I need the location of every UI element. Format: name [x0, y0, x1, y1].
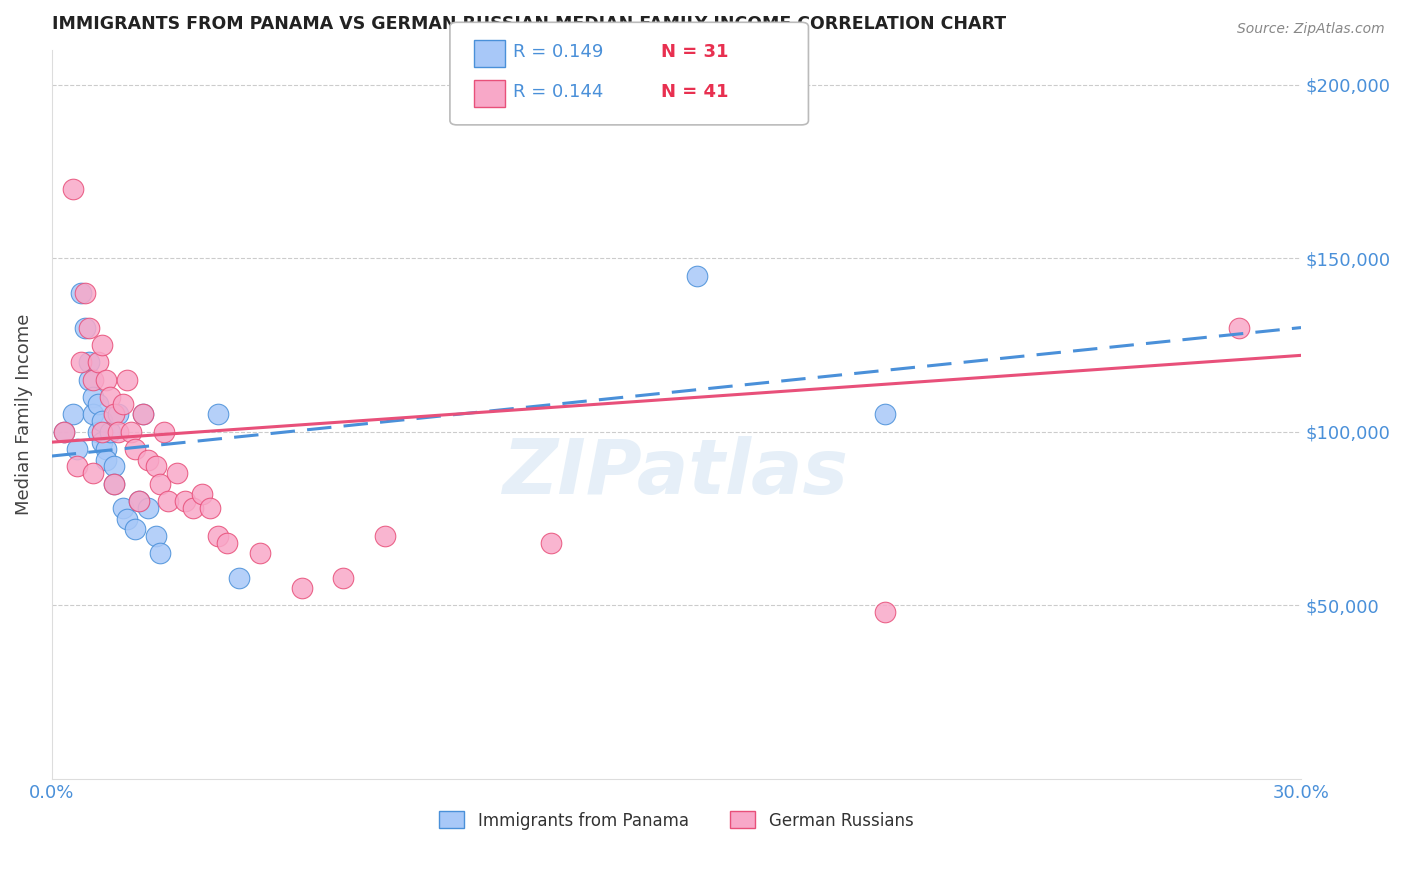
Y-axis label: Median Family Income: Median Family Income — [15, 314, 32, 515]
Point — [107, 408, 129, 422]
Point — [86, 397, 108, 411]
Point — [103, 459, 125, 474]
Point — [540, 536, 562, 550]
Point — [75, 285, 97, 300]
Point — [75, 320, 97, 334]
Point — [207, 408, 229, 422]
Point — [198, 501, 221, 516]
Point — [174, 494, 197, 508]
Point — [686, 268, 709, 283]
Point — [149, 476, 172, 491]
Point — [90, 338, 112, 352]
Point — [82, 390, 104, 404]
Text: N = 31: N = 31 — [661, 43, 728, 61]
Point — [77, 320, 100, 334]
Point — [86, 355, 108, 369]
Point — [291, 581, 314, 595]
Legend: Immigrants from Panama, German Russians: Immigrants from Panama, German Russians — [433, 805, 920, 836]
Text: IMMIGRANTS FROM PANAMA VS GERMAN RUSSIAN MEDIAN FAMILY INCOME CORRELATION CHART: IMMIGRANTS FROM PANAMA VS GERMAN RUSSIAN… — [52, 15, 1005, 33]
Point — [94, 373, 117, 387]
Point — [103, 476, 125, 491]
Point — [98, 425, 121, 439]
Text: R = 0.149: R = 0.149 — [513, 43, 603, 61]
Point — [190, 487, 212, 501]
Point — [124, 522, 146, 536]
Point — [103, 408, 125, 422]
Point — [124, 442, 146, 456]
Point — [98, 390, 121, 404]
Point — [332, 570, 354, 584]
Point — [94, 442, 117, 456]
Point — [77, 373, 100, 387]
Point — [53, 425, 76, 439]
Point — [145, 529, 167, 543]
Point — [103, 476, 125, 491]
Point — [77, 355, 100, 369]
Point — [82, 408, 104, 422]
Point — [111, 501, 134, 516]
Point — [70, 285, 93, 300]
Text: N = 41: N = 41 — [661, 83, 728, 101]
Point — [107, 425, 129, 439]
Point — [183, 501, 205, 516]
Point — [128, 494, 150, 508]
Point — [145, 459, 167, 474]
Point — [136, 501, 159, 516]
Point — [207, 529, 229, 543]
Point — [66, 459, 89, 474]
Point — [70, 355, 93, 369]
Point — [215, 536, 238, 550]
Point — [90, 414, 112, 428]
Point — [111, 397, 134, 411]
Point — [153, 425, 176, 439]
Point — [90, 425, 112, 439]
Point — [115, 373, 138, 387]
Point — [62, 182, 84, 196]
Point — [120, 425, 142, 439]
Point — [82, 467, 104, 481]
Point — [86, 425, 108, 439]
Point — [1227, 320, 1250, 334]
Point — [149, 546, 172, 560]
Text: R = 0.144: R = 0.144 — [513, 83, 603, 101]
Point — [249, 546, 271, 560]
Point — [66, 442, 89, 456]
Point — [166, 467, 188, 481]
Point — [82, 373, 104, 387]
Point — [157, 494, 180, 508]
Point — [132, 408, 155, 422]
Point — [90, 435, 112, 450]
Point — [94, 452, 117, 467]
Point — [132, 408, 155, 422]
Point — [873, 605, 896, 619]
Point — [136, 452, 159, 467]
Point — [374, 529, 396, 543]
Text: ZIPatlas: ZIPatlas — [503, 435, 849, 509]
Point — [62, 408, 84, 422]
Point — [53, 425, 76, 439]
Point — [128, 494, 150, 508]
Point — [228, 570, 250, 584]
Text: Source: ZipAtlas.com: Source: ZipAtlas.com — [1237, 22, 1385, 37]
Point — [873, 408, 896, 422]
Point — [115, 511, 138, 525]
